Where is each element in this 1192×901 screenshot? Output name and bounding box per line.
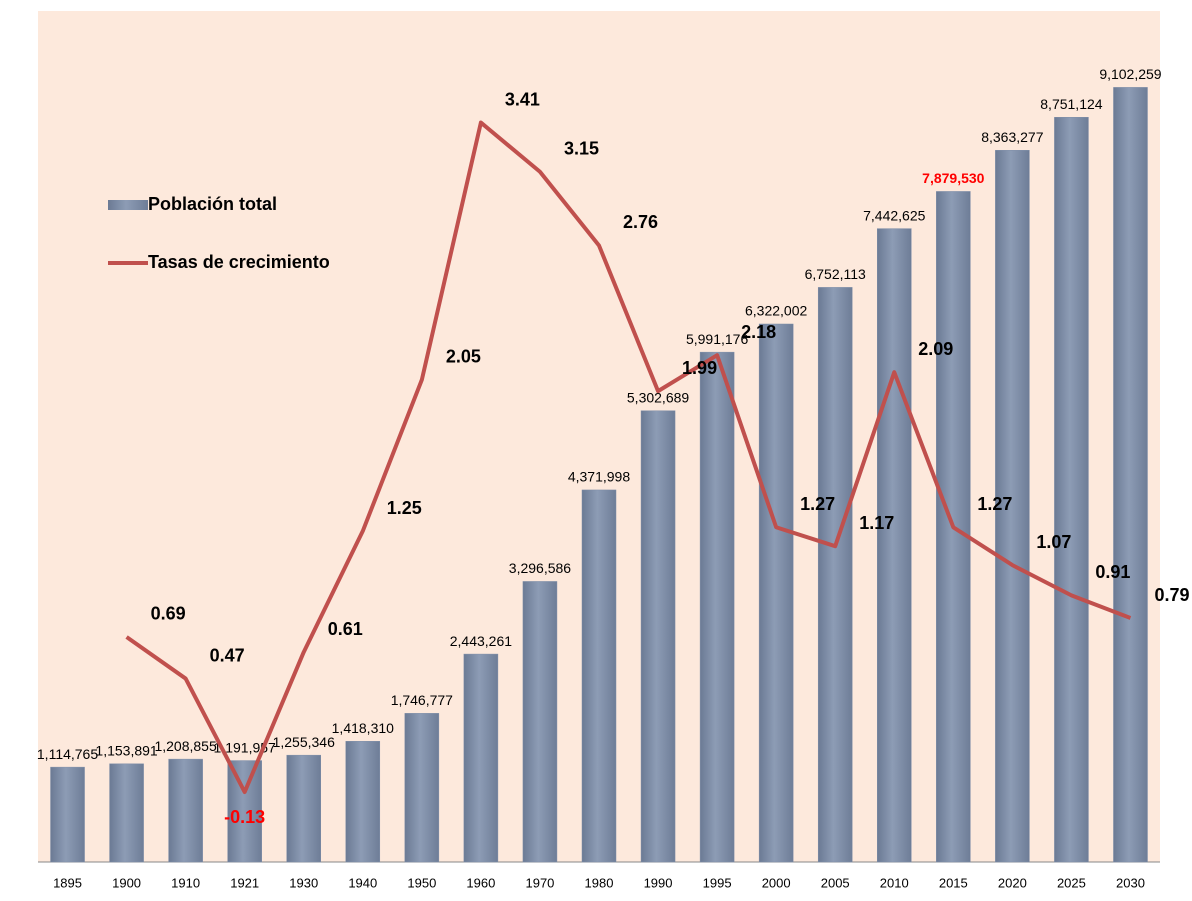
x-tick-label: 1990 bbox=[644, 875, 673, 890]
rate-label: 1.17 bbox=[859, 513, 894, 533]
legend-label: Población total bbox=[148, 194, 277, 214]
bar-value-label: 1,153,891 bbox=[95, 743, 157, 759]
rate-label: 3.41 bbox=[505, 89, 540, 109]
x-tick-label: 1910 bbox=[171, 875, 200, 890]
x-tick-label: 2000 bbox=[762, 875, 791, 890]
legend-swatch bbox=[108, 200, 148, 210]
bar bbox=[168, 758, 203, 863]
bar-value-label: 1,255,346 bbox=[273, 734, 335, 750]
bar-value-label: 2,443,261 bbox=[450, 633, 512, 649]
bar-value-label: 9,102,259 bbox=[1099, 66, 1161, 82]
bar-value-label: 5,991,176 bbox=[686, 331, 748, 347]
rate-label: 0.69 bbox=[151, 604, 186, 624]
bar-value-label: 5,302,689 bbox=[627, 389, 689, 405]
bar bbox=[404, 713, 440, 863]
bar-value-label: 7,442,625 bbox=[863, 207, 925, 223]
bar-value-label: 7,879,530 bbox=[922, 170, 984, 186]
rate-label: 0.91 bbox=[1095, 562, 1130, 582]
bar bbox=[1054, 117, 1089, 863]
bar-value-label: 4,371,998 bbox=[568, 469, 630, 485]
bar bbox=[1113, 87, 1148, 863]
x-tick-label: 1970 bbox=[525, 875, 554, 890]
bar bbox=[109, 763, 144, 863]
bar-value-label: 1,208,855 bbox=[154, 738, 216, 754]
bar bbox=[463, 653, 499, 863]
bar bbox=[50, 766, 85, 863]
bar bbox=[699, 351, 735, 863]
bar bbox=[581, 489, 617, 863]
bar-value-label: 6,752,113 bbox=[805, 266, 866, 282]
x-tick-label: 1980 bbox=[585, 875, 614, 890]
bar-value-label: 1,746,777 bbox=[391, 692, 453, 708]
bar-value-label: 3,296,586 bbox=[509, 560, 571, 576]
x-tick-label: 1921 bbox=[230, 875, 259, 890]
rate-label: 3.15 bbox=[564, 138, 599, 158]
rate-label: 1.07 bbox=[1036, 532, 1071, 552]
bar bbox=[758, 323, 794, 863]
x-tick-label: 1930 bbox=[289, 875, 318, 890]
rate-label: 2.09 bbox=[918, 339, 953, 359]
rate-label: 2.76 bbox=[623, 212, 658, 232]
x-tick-label: 1900 bbox=[112, 875, 141, 890]
x-tick-label: 2030 bbox=[1116, 875, 1145, 890]
bar bbox=[877, 228, 912, 863]
bar-value-label: 8,751,124 bbox=[1040, 96, 1102, 112]
legend-label: Tasas de crecimiento bbox=[148, 252, 330, 272]
x-tick-label: 1950 bbox=[407, 875, 436, 890]
bar-value-label: 1,418,310 bbox=[332, 720, 394, 736]
rate-label: 2.18 bbox=[741, 322, 776, 342]
bar bbox=[522, 581, 558, 863]
bar bbox=[227, 760, 262, 863]
rate-label: 1.27 bbox=[800, 494, 835, 514]
rate-label: 1.25 bbox=[387, 498, 422, 518]
growth-line bbox=[125, 120, 1132, 795]
bar bbox=[345, 741, 381, 863]
x-tick-label: 2015 bbox=[939, 875, 968, 890]
bar bbox=[286, 754, 321, 863]
x-tick-label: 1960 bbox=[466, 875, 495, 890]
rate-label: 0.47 bbox=[210, 645, 245, 665]
x-tick-label: 2010 bbox=[880, 875, 909, 890]
rate-label: 1.99 bbox=[682, 358, 717, 378]
bar bbox=[817, 287, 853, 863]
rate-label: 1.27 bbox=[977, 494, 1012, 514]
rate-label: 0.79 bbox=[1154, 585, 1189, 605]
x-tick-label: 2025 bbox=[1057, 875, 1086, 890]
x-tick-label: 2020 bbox=[998, 875, 1027, 890]
x-tick-label: 1995 bbox=[703, 875, 732, 890]
bar bbox=[640, 410, 676, 863]
x-tick-label: 2005 bbox=[821, 875, 850, 890]
bar-value-label: 8,363,277 bbox=[981, 129, 1043, 145]
rate-label: 2.05 bbox=[446, 347, 481, 367]
bar-value-label: 1,114,765 bbox=[37, 746, 98, 762]
rate-label: -0.13 bbox=[224, 807, 265, 827]
x-tick-label: 1895 bbox=[53, 875, 82, 890]
rate-label: 0.61 bbox=[328, 619, 363, 639]
bar bbox=[995, 150, 1030, 863]
x-tick-label: 1940 bbox=[348, 875, 377, 890]
bar-value-label: 6,322,002 bbox=[745, 303, 807, 319]
